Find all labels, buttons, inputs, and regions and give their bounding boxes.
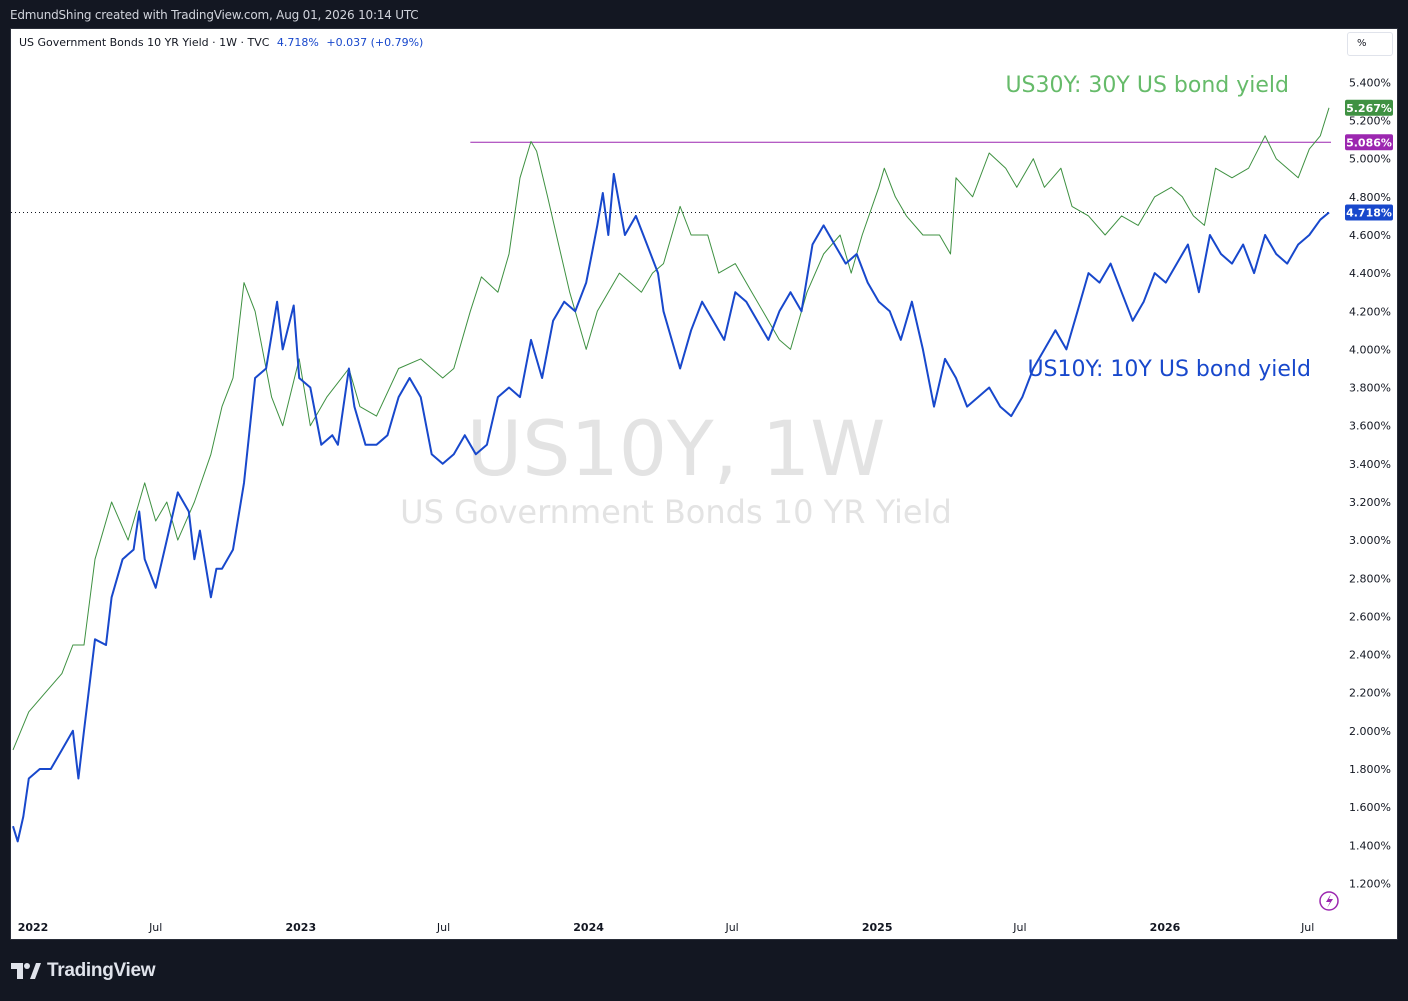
y-tick-label: 4.000% (1349, 343, 1391, 356)
top-bar: EdmundShing created with TradingView.com… (0, 0, 1408, 28)
us30y-price-tag: 5.267% (1346, 102, 1392, 115)
symbol-legend[interactable]: US Government Bonds 10 YR Yield · 1W · T… (19, 36, 423, 49)
x-tick-label: 2022 (18, 921, 49, 934)
us10y-price-tag: 4.718% (1346, 206, 1392, 219)
legend-title: US Government Bonds 10 YR Yield · 1W · T… (19, 36, 270, 49)
y-tick-label: 1.400% (1349, 839, 1391, 852)
watermark-description: US Government Bonds 10 YR Yield (400, 493, 952, 531)
y-tick-label: 1.600% (1349, 801, 1391, 814)
y-tick-label: 4.600% (1349, 229, 1391, 242)
x-tick-label: Jul (724, 921, 738, 934)
y-tick-label: 1.200% (1349, 877, 1391, 890)
chart-panel[interactable]: US10Y, 1W US Government Bonds 10 YR Yield… (10, 28, 1398, 940)
y-tick-label: 5.400% (1349, 76, 1391, 89)
resistance-price-tag: 5.086% (1346, 136, 1392, 149)
bottom-bar (0, 941, 1408, 1001)
x-tick-label: Jul (436, 921, 450, 934)
y-tick-label: 2.600% (1349, 610, 1391, 623)
y-tick-label: 3.800% (1349, 382, 1391, 395)
us30y-price-tag-bg (1345, 99, 1393, 116)
y-tick-label: 4.400% (1349, 267, 1391, 280)
us10y-line (12, 172, 1330, 843)
x-tick-label: Jul (1012, 921, 1026, 934)
y-tick-label: 3.400% (1349, 458, 1391, 471)
watermark-symbol: US10Y, 1W (467, 404, 886, 493)
x-tick-label: Jul (148, 921, 162, 934)
y-tick-label: 5.000% (1349, 153, 1391, 166)
us30y-line (12, 107, 1330, 751)
legend-change: +0.037 (+0.79%) (326, 36, 424, 49)
y-tick-label: 2.400% (1349, 649, 1391, 662)
y-tick-label: 5.200% (1349, 115, 1391, 128)
y-tick-label: 3.000% (1349, 534, 1391, 547)
y-tick-label: 2.200% (1349, 687, 1391, 700)
y-tick-label: 3.200% (1349, 496, 1391, 509)
y-tick-label: 2.800% (1349, 572, 1391, 585)
y-tick-label: 1.800% (1349, 763, 1391, 776)
x-tick-label: 2025 (862, 921, 893, 934)
y-tick-label: 2.000% (1349, 725, 1391, 738)
tradingview-logo-icon (11, 963, 41, 979)
x-tick-label: 2023 (285, 921, 316, 934)
percent-scale-button[interactable]: % (1347, 32, 1393, 56)
brand-name: TradingView (47, 960, 156, 981)
lightning-icon[interactable] (1319, 891, 1339, 911)
tradingview-logo[interactable]: TradingView (11, 960, 156, 982)
y-tick-label: 3.600% (1349, 420, 1391, 433)
credit-text: EdmundShing created with TradingView.com… (10, 8, 419, 22)
x-tick-label: Jul (1300, 921, 1314, 934)
x-tick-label: 2026 (1150, 921, 1181, 934)
us10y-price-tag-bg (1345, 204, 1393, 221)
y-tick-label: 4.200% (1349, 305, 1391, 318)
resistance-price-tag-bg (1345, 134, 1393, 151)
y-tick-label: 4.800% (1349, 191, 1391, 204)
x-tick-label: 2024 (573, 921, 604, 934)
legend-last-value: 4.718% (276, 36, 319, 49)
series-annotation-us30y: US30Y: 30Y US bond yield (1005, 73, 1289, 98)
series-annotation-us10y: US10Y: 10Y US bond yield (1027, 357, 1311, 382)
